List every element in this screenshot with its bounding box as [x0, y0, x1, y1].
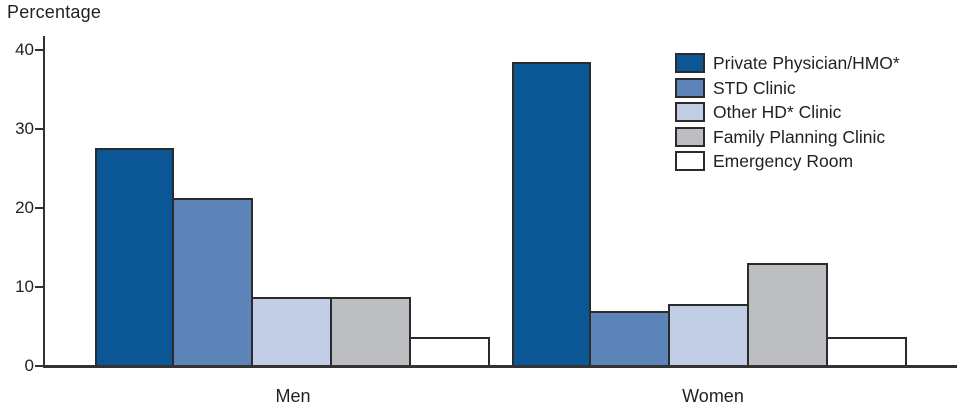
bar-men-series-2 [251, 297, 332, 368]
legend-label-4: Emergency Room [713, 151, 854, 171]
legend-swatch-3 [675, 127, 705, 147]
legend-label-3: Family Planning Clinic [713, 127, 886, 147]
y-tick-label: 30 [15, 119, 34, 138]
y-tick [35, 365, 43, 367]
y-tick [35, 207, 43, 209]
bar-women-series-0 [512, 62, 591, 368]
y-tick [35, 49, 43, 51]
x-axis-line [43, 365, 957, 368]
y-axis-line [43, 36, 45, 368]
bar-men-series-0 [95, 148, 174, 368]
legend-label-2: Other HD* Clinic [713, 102, 842, 122]
legend-swatch-2 [675, 102, 705, 122]
legend-label-1: STD Clinic [713, 78, 796, 98]
bar-men-series-4 [409, 337, 490, 368]
y-tick-label: 0 [24, 356, 34, 375]
bar-women-series-4 [826, 337, 907, 368]
y-tick [35, 286, 43, 288]
legend-swatch-1 [675, 78, 705, 98]
x-category-label: Women [682, 386, 744, 406]
bar-men-series-3 [330, 297, 411, 368]
legend-label-0: Private Physician/HMO* [713, 53, 900, 73]
y-tick-label: 20 [15, 198, 34, 217]
bar-women-series-2 [668, 304, 749, 368]
x-category-label: Men [275, 386, 311, 406]
bar-men-series-1 [172, 198, 253, 368]
y-tick-label: 40 [15, 40, 34, 59]
legend-swatch-4 [675, 151, 705, 171]
y-tick [35, 128, 43, 130]
legend-swatch-0 [675, 53, 705, 73]
y-tick-label: 10 [15, 277, 34, 296]
bar-women-series-1 [589, 311, 670, 368]
y-axis-title: Percentage [7, 2, 102, 22]
bar-women-series-3 [747, 263, 828, 368]
